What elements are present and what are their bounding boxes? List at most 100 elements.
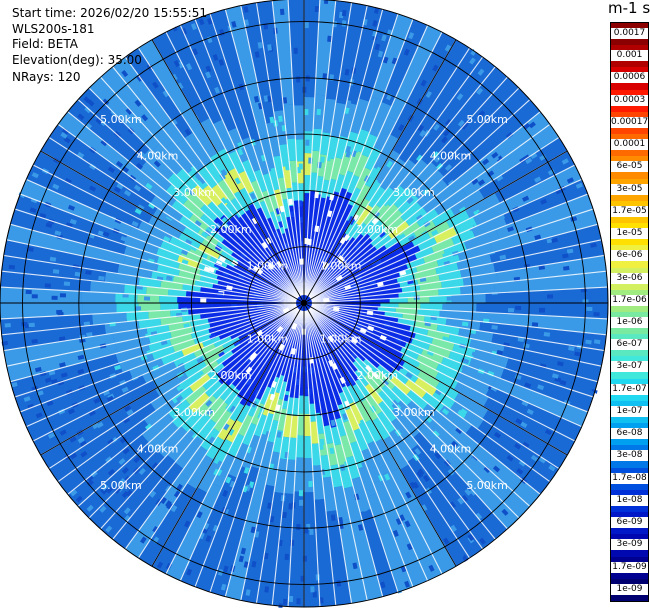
ppi-sector [346, 149, 362, 174]
ppi-sector [298, 395, 304, 414]
ppi-sector [138, 483, 197, 567]
ppi-sector [207, 312, 242, 324]
ppi-sector [349, 441, 365, 465]
ppi-sector [181, 342, 205, 357]
ppi-sector [366, 219, 384, 237]
ppi-sector [400, 346, 420, 361]
ppi-speckle [520, 421, 528, 428]
ppi-sector [275, 228, 291, 262]
ppi-speckle [282, 598, 288, 606]
ppi-sector [201, 258, 220, 271]
ppi-sector [334, 191, 353, 225]
ppi-sector [371, 13, 413, 101]
ppi-sector [40, 137, 158, 216]
ppi-sector [391, 406, 421, 438]
ppi-sector [396, 273, 416, 284]
ppi-sector [417, 236, 438, 252]
ppi-sector [440, 356, 465, 373]
ppi-sector [155, 371, 189, 397]
ppi-sector [241, 434, 261, 470]
ppi-speckle [304, 22, 309, 29]
ppi-sector [116, 303, 139, 313]
ppi-speckle [138, 467, 146, 475]
colorbar-tick-label: 1e-08 [611, 494, 648, 506]
ppi-speckle [74, 271, 82, 277]
ppi-speckle [264, 586, 270, 593]
ppi-sector [225, 473, 268, 601]
colorbar-tick-label: 3e-06 [611, 272, 648, 284]
colorbar-tick-label: 6e-09 [611, 517, 648, 529]
ppi-sector [225, 201, 242, 220]
ppi-speckle [134, 306, 142, 311]
ppi-sector [217, 179, 236, 202]
ppi-sector [468, 357, 505, 379]
ppi-sector [330, 157, 343, 181]
ppi-sector [345, 408, 360, 431]
range-label: 2.00km [356, 369, 398, 382]
ppi-sector [125, 473, 190, 558]
ppi-sector [360, 219, 376, 237]
ppi-sector [364, 393, 383, 416]
ppi-speckle [28, 322, 35, 328]
ppi-sector [415, 361, 439, 379]
ppi-sector [160, 240, 184, 256]
ppi-speckle [395, 517, 402, 525]
ppi-speckle [341, 9, 347, 17]
ppi-sector [219, 383, 236, 402]
ppi-speckle [441, 408, 450, 416]
ppi-sector [331, 355, 352, 388]
ppi-sector [218, 323, 252, 341]
ppi-speckle [526, 408, 534, 416]
ppi-sector [369, 241, 402, 264]
ppi-sector [351, 343, 380, 369]
ppi-sector [326, 360, 344, 394]
ppi-sector [168, 399, 191, 420]
ppi-speckle [44, 283, 51, 288]
ppi-sector [381, 324, 416, 339]
ppi-speckle [132, 341, 140, 347]
ppi-sector [373, 479, 428, 587]
ppi-speckle [224, 198, 232, 206]
ppi-sector [81, 291, 116, 303]
ppi-sector [331, 335, 356, 364]
ppi-sector [238, 321, 270, 340]
ppi-sector [229, 402, 245, 422]
ppi-sector [236, 404, 251, 424]
ppi-sector [201, 238, 224, 255]
ppi-sector [195, 466, 250, 593]
ppi-speckle [85, 270, 92, 275]
ppi-sector [196, 418, 217, 442]
ppi-sector [422, 403, 455, 433]
ppi-sector [255, 367, 275, 401]
ppi-sector [414, 246, 434, 260]
ppi-sector [182, 226, 205, 244]
ppi-speckle [425, 487, 433, 495]
ppi-sector [178, 215, 202, 234]
ppi-speckle [345, 145, 352, 153]
ppi-speckle [516, 467, 524, 475]
ppi-speckle [525, 157, 533, 165]
ppi-sector [273, 188, 285, 212]
ppi-sector [100, 66, 174, 149]
ppi-sector [413, 220, 436, 238]
ppi-speckle [383, 199, 390, 207]
ppi-speckle [288, 198, 293, 206]
ppi-sector [330, 219, 351, 252]
ppi-speckle [254, 51, 260, 58]
ppi-speckle [402, 552, 409, 560]
ppi-speckle [105, 456, 113, 464]
ppi-sector [248, 203, 269, 236]
ppi-sector [167, 429, 197, 462]
ppi-speckle [386, 160, 393, 168]
ppi-sector [345, 455, 361, 480]
ppi-speckle [406, 543, 413, 551]
ppi-speckle [14, 356, 22, 362]
ppi-sector [165, 483, 222, 581]
ppi-speckle [384, 405, 392, 413]
ppi-sector [225, 5, 269, 137]
ppi-speckle [196, 370, 204, 377]
ppi-sector [204, 380, 223, 398]
ppi-speckle [309, 528, 314, 535]
ppi-speckle [568, 346, 575, 351]
ppi-sector [464, 229, 500, 251]
